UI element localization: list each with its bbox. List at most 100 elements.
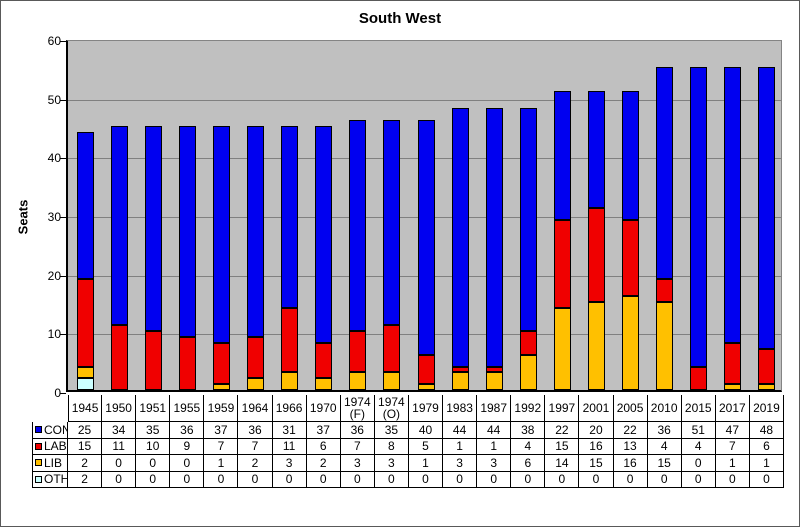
bar-segment-lab <box>110 325 128 390</box>
table-value-cell: 1 <box>749 455 784 472</box>
bar-segment-lab <box>553 219 571 308</box>
table-year-header: 2005 <box>613 395 648 422</box>
table-value-cell: 6 <box>511 455 546 472</box>
bar-2017 <box>724 67 742 390</box>
table-value-cell: 1 <box>443 438 478 455</box>
bar-segment-lib <box>758 384 776 390</box>
table-value-cell: 1 <box>477 438 512 455</box>
table-value-cell: 0 <box>136 471 171 488</box>
table-value-cell: 3 <box>340 455 375 472</box>
year-text: (O) <box>382 407 401 421</box>
y-tick-mark-50 <box>60 100 66 101</box>
bar-segment-con <box>110 126 128 326</box>
y-tick-mark-10 <box>60 334 66 335</box>
bar-segment-lab <box>417 354 435 385</box>
legend-key-lib-icon <box>35 459 42 467</box>
y-tick-mark-20 <box>60 276 66 277</box>
table-value-cell: 0 <box>204 471 239 488</box>
bar-segment-lab <box>144 331 162 390</box>
bar-1945 <box>76 131 94 390</box>
bar-segment-lib <box>656 302 674 390</box>
bar-segment-lab <box>622 219 640 297</box>
bar-segment-lab <box>656 278 674 302</box>
bar-segment-con <box>76 131 94 279</box>
year-text: 1945 <box>71 401 99 415</box>
table-year-header: 1997 <box>545 395 580 422</box>
year-text: 1997 <box>548 401 576 415</box>
year-text: 1979 <box>412 401 439 415</box>
bar-segment-lib <box>212 384 230 390</box>
legend-row-label-oth: OTH <box>32 471 68 488</box>
table-value-cell: 0 <box>102 471 137 488</box>
table-value-cell: 3 <box>272 455 307 472</box>
bar-segment-con <box>178 126 196 338</box>
series-name: OTH <box>44 472 68 487</box>
bar-1950 <box>110 126 128 390</box>
table-value-cell: 0 <box>136 455 171 472</box>
table-value-cell: 47 <box>715 422 750 439</box>
table-year-header: 1951 <box>136 395 171 422</box>
table-year-header: 2019 <box>749 395 784 422</box>
table-value-cell: 0 <box>340 471 375 488</box>
legend-row-label-con: CON <box>32 422 68 439</box>
table-value-cell: 5 <box>408 438 444 455</box>
bar-segment-lab <box>315 343 333 379</box>
bar-segment-lib <box>76 366 94 379</box>
year-text: 2001 <box>582 401 610 415</box>
bar-segment-lib <box>622 296 640 390</box>
y-tick-label-30: 30 <box>47 210 61 224</box>
bar-segment-lib <box>724 384 742 390</box>
table-value-cell: 37 <box>204 422 239 439</box>
table-year-header: 2001 <box>579 395 614 422</box>
table-value-cell: 3 <box>374 455 409 472</box>
series-name: CON <box>44 422 67 437</box>
bar-segment-con <box>451 108 469 367</box>
bar-2010 <box>656 67 674 390</box>
bar-1974F <box>349 120 367 390</box>
table-year-header: 1955 <box>170 395 205 422</box>
table-value-cell: 1 <box>715 455 750 472</box>
table-year-header: 1987 <box>477 395 512 422</box>
table-value-cell: 0 <box>443 471 478 488</box>
table-value-cell: 7 <box>340 438 375 455</box>
bar-segment-con <box>315 126 333 344</box>
bar-segment-con <box>622 90 640 220</box>
bar-segment-con <box>553 90 571 220</box>
table-value-cell: 15 <box>647 455 682 472</box>
bar-segment-lib <box>417 384 435 390</box>
bar-1959 <box>212 126 230 390</box>
table-year-header: 1945 <box>68 395 103 422</box>
bar-segment-lab <box>724 343 742 385</box>
legend-key-lab-icon <box>35 442 42 450</box>
bar-segment-lab <box>76 278 94 367</box>
legend-row-label-lab: LAB <box>32 438 68 455</box>
bar-segment-con <box>724 67 742 344</box>
bar-segment-lib <box>553 307 571 390</box>
table-value-cell: 15 <box>68 438 103 455</box>
table-value-cell: 11 <box>102 438 137 455</box>
table-year-header: 1950 <box>102 395 137 422</box>
table-value-cell: 0 <box>272 471 307 488</box>
bar-segment-lab <box>587 208 605 302</box>
year-text: 1950 <box>105 401 132 415</box>
table-value-cell: 15 <box>545 438 580 455</box>
year-text: 1987 <box>480 401 508 415</box>
table-value-cell: 6 <box>749 438 784 455</box>
table-year-header: 2015 <box>681 395 716 422</box>
table-value-cell: 4 <box>681 438 716 455</box>
bar-1997 <box>553 90 571 390</box>
data-table: 1945 1950 1951 1955 1959 1964 1966 1970 1974 (F) 1… <box>32 395 784 488</box>
table-value-cell: 2 <box>68 471 103 488</box>
bar-segment-con <box>519 108 537 332</box>
bar-segment-con <box>281 126 299 308</box>
year-text: 1992 <box>514 401 542 415</box>
table-value-cell: 15 <box>579 455 614 472</box>
table-value-cell: 0 <box>477 471 512 488</box>
table-value-cell: 0 <box>715 471 750 488</box>
bar-segment-lab <box>758 348 776 385</box>
table-year-header: 1974 (O) <box>374 395 409 422</box>
chart-title: South West <box>358 10 442 27</box>
y-tick-mark-30 <box>60 217 66 218</box>
legend-key-oth-icon <box>35 475 42 483</box>
